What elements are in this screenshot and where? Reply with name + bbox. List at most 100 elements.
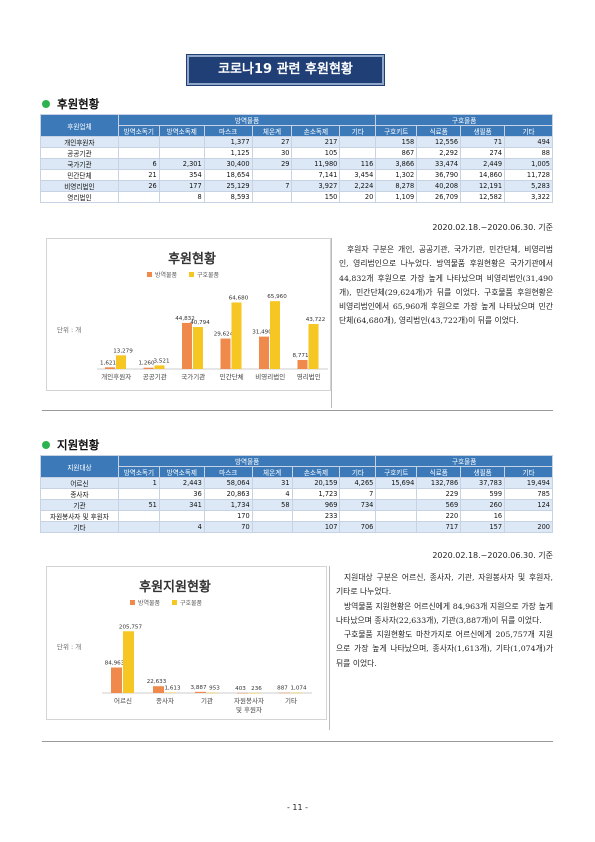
x-tick-label: 및 후원자 [236,705,262,714]
x-tick-label: 기타 [285,696,297,705]
bar [193,327,203,369]
table-row-label: 비영리법인 [40,180,119,192]
data-label: 65,960 [267,294,287,300]
bar [237,692,248,694]
table-cell: 8 [158,191,205,203]
bar [195,691,206,693]
table-cell [117,191,160,203]
table-cell [158,147,205,159]
bar [153,686,164,693]
table-cell: 27 [251,136,293,148]
table-cell: 124 [504,499,553,511]
table-cell [251,521,293,533]
table-row-label: 기타 [40,521,119,533]
table-column-header: 기타 [504,125,553,137]
x-tick-label: 공공기관 [143,372,167,381]
table-cell: 12,582 [460,191,506,203]
table-cell: 40,208 [416,180,462,192]
table-cell: 3,866 [375,158,418,170]
bullet-dot-icon [42,441,50,449]
table-row: 영리법인 8 8,593 150 20 1,109 26,709 12,582 3,322 [40,191,553,203]
table-row-label: 기관 [40,499,119,511]
table-row-label: 영리법인 [40,191,119,203]
data-label: 953 [209,686,220,692]
description-paragraph: 구호물품 지원현황도 마찬가지로 어르신에게 205,757개 지원으로 가장 … [336,630,553,668]
support-table: 후원업체 방역물품 구호물품 방역소독기 방역소독제 마스크 체온계 손소독제 기타 구호키… [40,114,553,203]
table-cell: 51 [117,499,160,511]
bar [308,324,319,369]
description-paragraph: 방역물품 지원현황은 어르신에게 84,963개 지원으로 가장 높게 나타났으… [336,601,553,625]
bar [259,336,269,369]
table-cell: 20,863 [203,488,253,500]
data-label: 205,757 [119,624,143,630]
table-cell: 341 [158,499,205,511]
data-label: 31,490 [252,330,272,336]
bar [182,322,192,369]
table-row: 기타 4 70 107 706 717 157 200 [40,521,553,533]
table-cell: 58,064 [203,477,253,489]
table-cell: 132,786 [416,477,462,489]
table-cell: 58 [251,499,293,511]
data-label: 1,074 [290,686,306,692]
table-cell: 717 [416,521,462,533]
divider [42,741,553,742]
table-row: 어르신 1 2,443 58,064 31 20,159 4,265 15,694 132,78… [40,477,553,489]
table-cell: 70 [203,521,253,533]
table-row: 자원봉사자 및 후원자 170 233 220 16 [40,510,553,522]
table-column-header: 방역소독제 [158,125,205,137]
table-cell: 2,301 [158,158,205,170]
bar [249,692,260,694]
data-label: 1,260 [138,361,154,367]
table-cell: 1,377 [203,136,253,148]
table-cell: 107 [291,521,341,533]
table-cell: 177 [158,180,205,192]
table-cell: 37,783 [460,477,506,489]
legend-swatch [189,272,194,277]
table-column-header: 식료품 [416,125,462,137]
section-description: 후원자 구분은 개인, 공공기관, 국가기관, 민간단체, 비영리법인, 영리법… [339,243,553,329]
table-cell [339,136,377,148]
table-cell [339,510,377,522]
data-label: 403 [235,686,246,692]
table-cell: 2,292 [416,147,462,159]
table-cell [158,510,205,522]
table-cell: 11,728 [504,169,553,181]
table-cell: 26,709 [416,191,462,203]
table-cell: 1,723 [291,488,341,500]
table-cell: 233 [291,510,341,522]
bar [165,692,176,694]
description-paragraph: 후원자 구분은 개인, 공공기관, 국가기관, 민간단체, 비영리법인, 영리법… [339,245,553,326]
table-cell: 599 [460,488,506,500]
table-cell [158,136,205,148]
divider [42,410,553,411]
table-cell: 18,654 [203,169,253,181]
table-column-header: 방역소독기 [117,125,160,137]
table-cell: 31 [251,477,293,489]
data-label: 236 [251,686,262,692]
table-cell [117,147,160,159]
table-column-header: 방역소독기 [117,466,160,478]
x-tick-label: 민간단체 [220,372,244,381]
table-cell: 1 [117,477,160,489]
bar [270,301,280,369]
table-cell [117,521,160,533]
x-tick-label: 자원봉사자 [234,696,264,705]
table-row-label: 자원봉사자 및 후원자 [40,510,119,522]
data-label: 64,680 [229,295,249,301]
section-heading-aid: 지원현황 [42,437,99,453]
table-corner-header: 후원업체 [40,114,119,137]
table-cell: 8,278 [375,180,418,192]
data-label: 1,621 [100,360,116,366]
table-group-header: 방역물품 [117,455,377,467]
table-cell: 105 [291,147,341,159]
data-label: 22,633 [147,679,167,685]
table-cell: 29 [251,158,293,170]
table-cell: 150 [291,191,341,203]
table-column-header: 구호키트 [375,466,418,478]
table-cell: 20 [339,191,377,203]
table-row: 기관 51 341 1,734 58 969 734 569 260 124 [40,499,553,511]
legend-label: 구호물품 [197,272,220,279]
table-cell [251,191,293,203]
table-column-header: 마스크 [203,125,253,137]
table-cell: 11,980 [291,158,341,170]
